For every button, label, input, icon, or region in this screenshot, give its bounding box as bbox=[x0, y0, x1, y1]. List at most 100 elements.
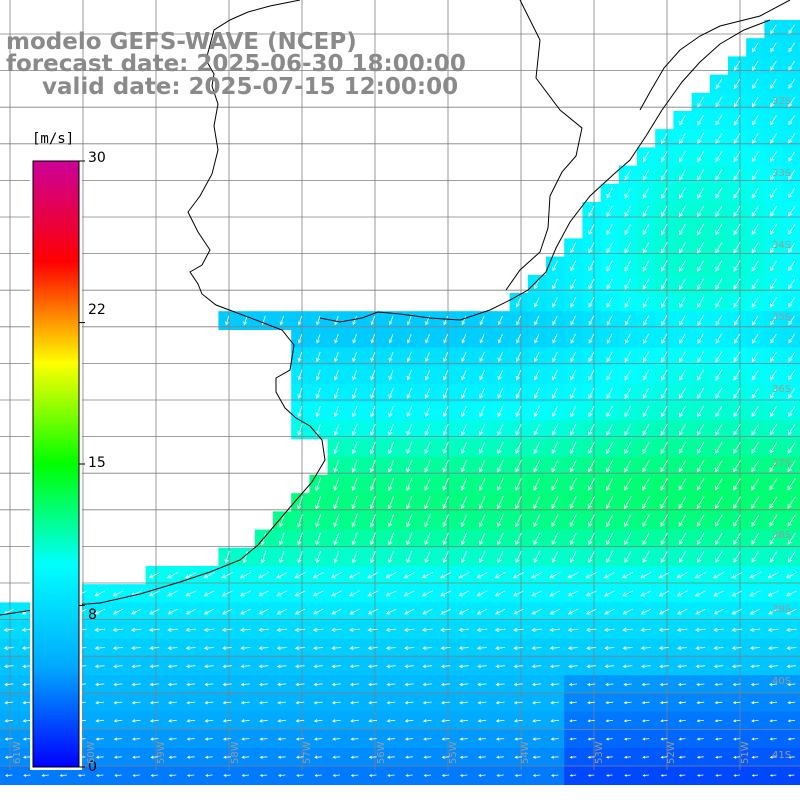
wind-arrow bbox=[276, 590, 288, 597]
wind-cell bbox=[309, 584, 329, 603]
wind-arrow bbox=[367, 646, 378, 650]
wind-arrow bbox=[642, 205, 650, 218]
wind-arrow bbox=[385, 608, 397, 615]
wind-cell bbox=[673, 584, 693, 603]
wind-cell bbox=[600, 311, 620, 330]
wind-arrow bbox=[458, 664, 469, 669]
wind-arrow bbox=[715, 405, 723, 418]
wind-arrow bbox=[787, 460, 796, 473]
wind-arrow bbox=[516, 315, 522, 326]
wind-arrow bbox=[694, 572, 707, 579]
wind-cell bbox=[673, 566, 693, 585]
lon-label: 53W bbox=[594, 741, 605, 764]
wind-arrow bbox=[642, 755, 650, 759]
wind-arrow bbox=[351, 532, 358, 546]
wind-cell bbox=[546, 493, 565, 512]
wind-arrow bbox=[733, 369, 741, 381]
wind-arrow bbox=[733, 169, 741, 181]
wind-cell bbox=[691, 238, 711, 258]
wind-arrow bbox=[550, 682, 560, 687]
wind-arrow bbox=[534, 369, 540, 381]
wind-arrow bbox=[769, 405, 778, 418]
wind-cell bbox=[728, 111, 747, 130]
wind-arrow bbox=[315, 477, 322, 492]
wind-cell bbox=[582, 311, 602, 330]
wind-arrow bbox=[567, 646, 578, 650]
wind-cell bbox=[582, 456, 602, 476]
wind-arrow bbox=[678, 514, 687, 528]
wind-arrow bbox=[567, 608, 579, 615]
wind-cell bbox=[746, 311, 765, 330]
wind-cell bbox=[655, 475, 674, 494]
wind-cell bbox=[746, 202, 765, 221]
wind-arrow bbox=[768, 682, 778, 687]
wind-arrow bbox=[422, 664, 433, 669]
wind-arrow bbox=[312, 590, 324, 597]
wind-arrow bbox=[331, 700, 341, 705]
wind-arrow bbox=[551, 441, 559, 455]
wind-arrow bbox=[458, 590, 470, 597]
wind-arrow bbox=[769, 774, 777, 777]
wind-arrow bbox=[222, 700, 232, 705]
lat-label: 38S bbox=[772, 530, 792, 541]
wind-cell bbox=[655, 147, 674, 167]
border-line bbox=[505, 0, 583, 291]
valid-date: valid date: 2025-07-15 12:00:00 bbox=[42, 74, 459, 100]
wind-cell bbox=[709, 293, 729, 312]
wind-arrow bbox=[112, 608, 124, 615]
wind-cell bbox=[618, 238, 638, 258]
wind-cell bbox=[163, 602, 183, 622]
wind-cell bbox=[655, 493, 674, 512]
wind-arrow bbox=[333, 405, 339, 418]
wind-arrow bbox=[476, 646, 487, 650]
lat-label: 34S bbox=[772, 240, 792, 251]
wind-cell bbox=[746, 584, 765, 603]
wind-arrow bbox=[587, 774, 595, 777]
wind-cell bbox=[600, 183, 620, 203]
wind-cell bbox=[764, 493, 784, 512]
wind-arrow bbox=[625, 315, 631, 326]
wind-arrow bbox=[659, 682, 669, 687]
wind-arrow bbox=[333, 459, 340, 473]
wind-arrow bbox=[676, 572, 688, 579]
wind-arrow bbox=[731, 608, 742, 615]
wind-arrow bbox=[4, 700, 14, 705]
wind-arrow bbox=[204, 700, 214, 705]
wind-arrow bbox=[440, 590, 452, 597]
lon-label: 56W bbox=[376, 741, 387, 764]
wind-arrow bbox=[552, 260, 558, 272]
wind-arrow bbox=[715, 387, 723, 399]
wind-cell bbox=[764, 384, 784, 403]
colorbar-tick-22: 22 bbox=[88, 302, 106, 318]
wind-arrow bbox=[715, 278, 723, 290]
wind-arrow bbox=[533, 423, 540, 436]
wind-cell bbox=[728, 56, 747, 76]
wind-arrow bbox=[388, 514, 395, 528]
wind-arrow bbox=[331, 608, 342, 615]
wind-arrow bbox=[679, 333, 686, 344]
wind-cell bbox=[764, 293, 784, 312]
wind-cell bbox=[691, 129, 711, 148]
wind-arrow bbox=[569, 737, 577, 741]
wind-cell bbox=[746, 402, 765, 421]
wind-arrow bbox=[551, 514, 559, 528]
wind-arrow bbox=[588, 423, 595, 436]
wind-arrow bbox=[552, 369, 558, 381]
wind-arrow bbox=[239, 627, 251, 632]
wind-cell bbox=[637, 475, 656, 494]
wind-arrow bbox=[443, 334, 449, 344]
wind-arrow bbox=[769, 478, 778, 491]
wind-arrow bbox=[713, 590, 725, 597]
wind-cell bbox=[618, 274, 638, 294]
wind-arrow bbox=[222, 682, 232, 687]
wind-cell bbox=[764, 74, 784, 94]
wind-arrow bbox=[642, 514, 650, 528]
wind-cell bbox=[764, 329, 784, 349]
wind-cell bbox=[436, 584, 456, 603]
wind-cell bbox=[582, 384, 602, 403]
wind-arrow bbox=[406, 441, 413, 455]
wind-cell bbox=[291, 602, 310, 622]
wind-arrow bbox=[406, 551, 413, 564]
wind-arrow bbox=[715, 369, 723, 381]
wind-arrow bbox=[424, 423, 431, 436]
